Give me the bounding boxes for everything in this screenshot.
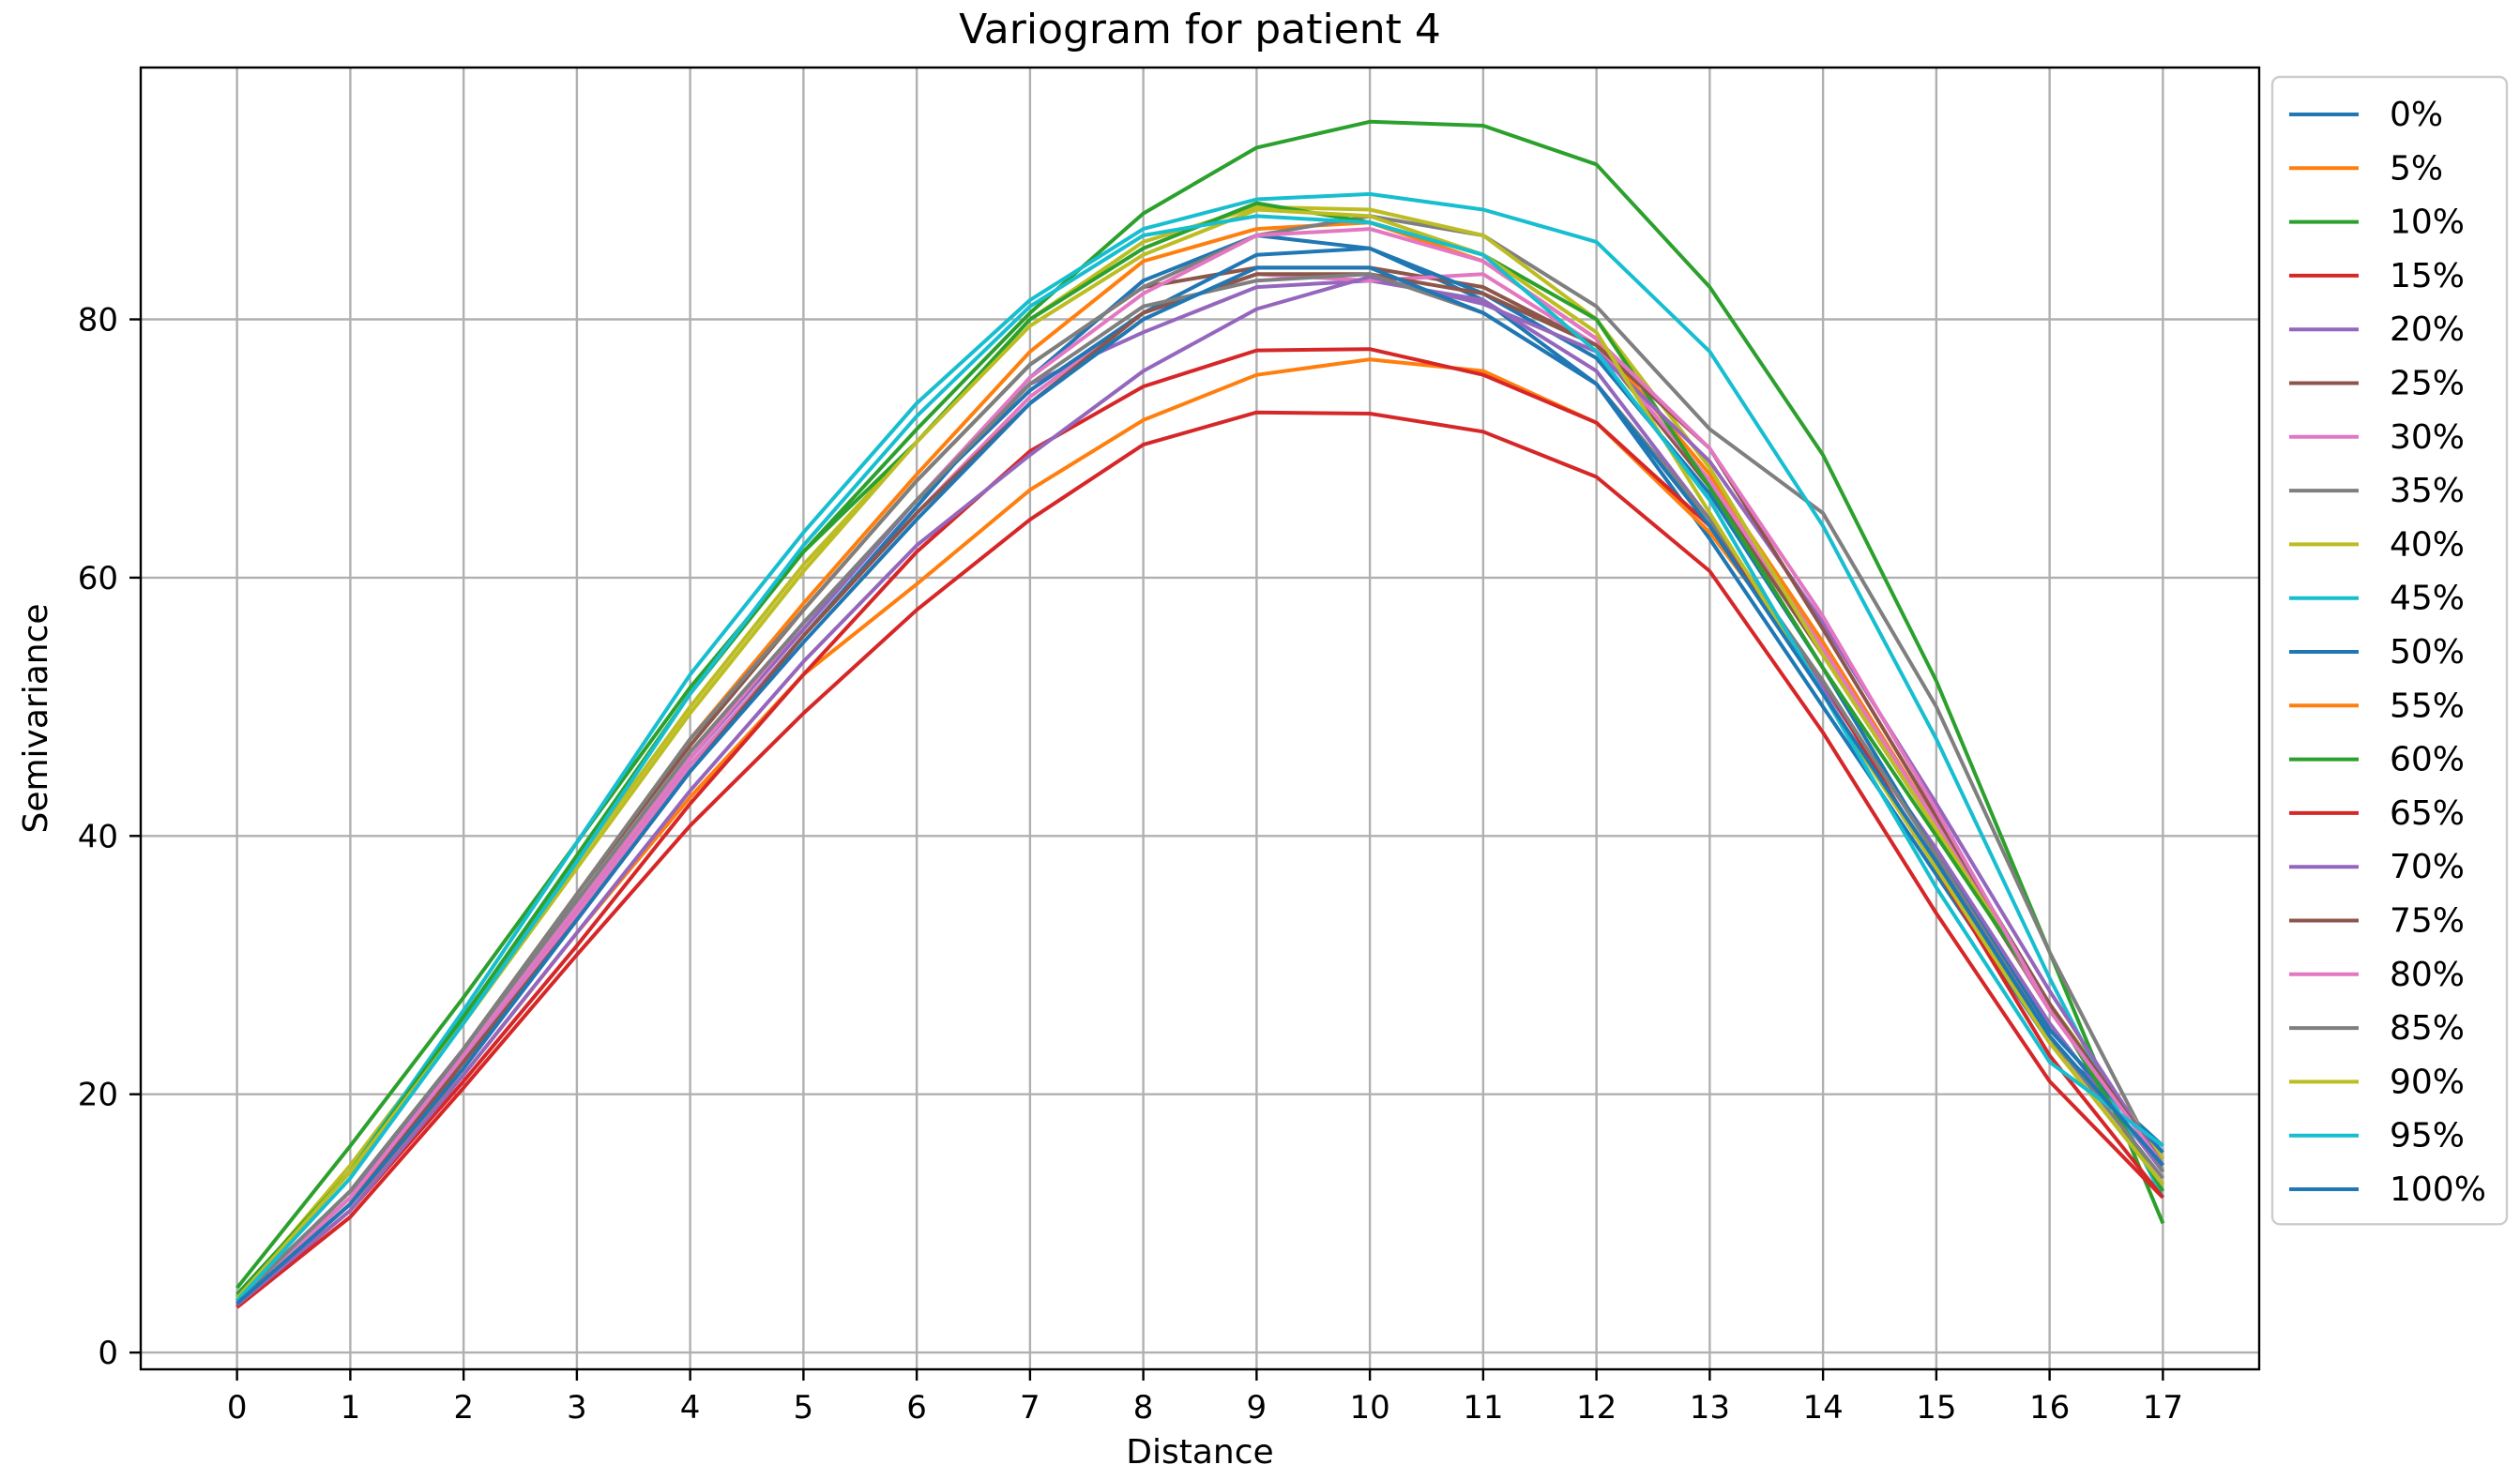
- legend-label: 75%: [2390, 902, 2465, 941]
- x-tick-label: 13: [1690, 1389, 1730, 1427]
- x-tick-label: 1: [341, 1389, 361, 1427]
- x-tick-label: 15: [1916, 1389, 1956, 1427]
- legend-label: 65%: [2390, 794, 2465, 833]
- legend-item: 10%: [2289, 204, 2465, 242]
- legend-label: 90%: [2390, 1063, 2465, 1101]
- legend-label: 5%: [2390, 149, 2443, 188]
- x-tick-label: 12: [1576, 1389, 1617, 1427]
- x-axis-label: Distance: [1126, 1433, 1273, 1472]
- legend-item: 45%: [2289, 580, 2465, 618]
- legend-label: 10%: [2390, 204, 2465, 242]
- legend-label: 0%: [2390, 96, 2443, 134]
- legend-item: 85%: [2289, 1009, 2465, 1048]
- legend-item: 100%: [2289, 1170, 2486, 1209]
- legend-item: 35%: [2289, 472, 2465, 510]
- x-tick-label: 3: [567, 1389, 587, 1427]
- legend-item: 95%: [2289, 1117, 2465, 1155]
- x-tick-label: 4: [680, 1389, 701, 1427]
- legend-label: 50%: [2390, 633, 2465, 672]
- x-tick-label: 11: [1463, 1389, 1503, 1427]
- series-line-100pct: [235, 265, 2164, 1306]
- legend-item: 0%: [2289, 96, 2443, 134]
- x-tick-label: 0: [227, 1389, 248, 1427]
- x-tick-label: 9: [1247, 1389, 1268, 1427]
- legend-label: 45%: [2390, 580, 2465, 618]
- legend-label: 55%: [2390, 687, 2465, 725]
- plot-area-frame: [139, 66, 2261, 1371]
- legend-label: 70%: [2390, 848, 2465, 886]
- legend-item: 40%: [2289, 525, 2465, 564]
- x-tick-label: 5: [794, 1389, 814, 1427]
- legend-label: 35%: [2390, 472, 2465, 510]
- legend-item: 50%: [2289, 633, 2465, 672]
- chart-title: Variogram for patient 4: [959, 6, 1441, 53]
- x-tick-label: 2: [453, 1389, 474, 1427]
- y-tick-label: 80: [78, 302, 118, 340]
- legend-label: 100%: [2390, 1170, 2486, 1209]
- y-axis-label: Semivariance: [17, 603, 55, 833]
- x-tick-label: 10: [1349, 1389, 1389, 1427]
- series-line-70pct: [235, 275, 2165, 1306]
- legend-item: 30%: [2289, 418, 2465, 457]
- y-tick-label: 60: [78, 560, 118, 597]
- legend-item: 20%: [2289, 310, 2465, 349]
- legend-label: 15%: [2390, 257, 2465, 295]
- legend-label: 60%: [2390, 741, 2465, 779]
- legend: 0% 5% 10% 15% 20% 25% 30% 35% 40% 45% 50% 55% 60% 65%…: [2270, 75, 2509, 1226]
- legend-label: 80%: [2390, 956, 2465, 994]
- y-tick-label: 20: [78, 1077, 118, 1114]
- x-tick-label: 16: [2029, 1389, 2070, 1427]
- legend-item: 65%: [2289, 794, 2465, 833]
- y-tick-label: 40: [78, 818, 118, 855]
- legend-item: 90%: [2289, 1063, 2465, 1101]
- series-line-80pct: [235, 227, 2165, 1304]
- legend-label: 25%: [2390, 365, 2465, 403]
- legend-item: 25%: [2289, 365, 2465, 403]
- y-tick-label: 0: [98, 1335, 118, 1372]
- legend-item: 5%: [2289, 149, 2443, 188]
- legend-item: 55%: [2289, 687, 2465, 725]
- legend-label: 30%: [2390, 418, 2465, 457]
- x-tick-label: 6: [906, 1389, 927, 1427]
- x-tick-label: 14: [1802, 1389, 1843, 1427]
- series-line-45pct: [235, 191, 2165, 1299]
- x-tick-label: 8: [1133, 1389, 1154, 1427]
- legend-label: 20%: [2390, 310, 2465, 349]
- legend-item: 75%: [2289, 902, 2465, 941]
- series-line-95pct: [235, 214, 2164, 1303]
- legend-item: 60%: [2289, 741, 2465, 779]
- legend-item: 15%: [2289, 257, 2465, 295]
- legend-label: 85%: [2390, 1009, 2465, 1048]
- x-tick-label: 17: [2143, 1389, 2183, 1427]
- series-line-35pct: [235, 214, 2165, 1303]
- legend-item: 70%: [2289, 848, 2465, 886]
- legend-box: [2270, 75, 2509, 1226]
- grid: [141, 68, 2259, 1369]
- legend-label: 95%: [2390, 1117, 2465, 1155]
- plot-series: [235, 119, 2165, 1309]
- legend-item: 80%: [2289, 956, 2465, 994]
- legend-label: 40%: [2390, 525, 2465, 564]
- x-tick-label: 7: [1020, 1389, 1040, 1427]
- series-line-15pct: [235, 410, 2164, 1309]
